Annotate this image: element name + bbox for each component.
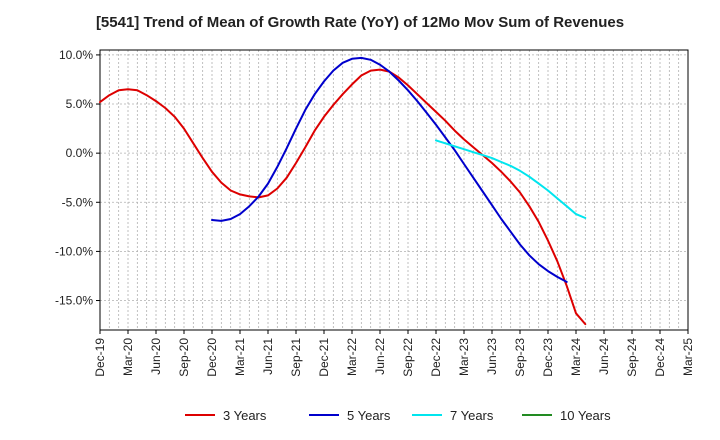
x-tick-label: Mar-25: [681, 338, 695, 376]
x-tick-label: Dec-20: [205, 338, 219, 377]
y-tick-label: 10.0%: [59, 48, 93, 62]
x-tick-label: Sep-22: [401, 338, 415, 377]
x-tick-label: Sep-24: [625, 338, 639, 377]
x-tick-label: Jun-24: [597, 338, 611, 375]
x-tick-label: Jun-22: [373, 338, 387, 375]
plot-area-frame: [99, 49, 689, 331]
x-tick-label: Dec-24: [653, 338, 667, 377]
x-tick-label: Sep-20: [177, 338, 191, 377]
y-tick-label: 0.0%: [66, 146, 94, 160]
y-tick-label: -10.0%: [55, 244, 93, 258]
x-tick-label: Mar-20: [121, 338, 135, 376]
legend-label-3-years: 3 Years: [223, 408, 267, 423]
legend-label-5-years: 5 Years: [347, 408, 391, 423]
x-tick-label: Jun-21: [261, 338, 275, 375]
x-tick-label: Mar-24: [569, 338, 583, 376]
legend-label-10-years: 10 Years: [560, 408, 611, 423]
x-tick-label: Jun-23: [485, 338, 499, 375]
x-tick-label: Dec-23: [541, 338, 555, 377]
series-line-7-years: [435, 139, 587, 219]
x-tick-label: Dec-21: [317, 338, 331, 377]
x-tick-label: Dec-22: [429, 338, 443, 377]
legend-label-7-years: 7 Years: [450, 408, 494, 423]
chart-title: [5541] Trend of Mean of Growth Rate (YoY…: [95, 14, 625, 31]
y-tick-label: -5.0%: [62, 195, 94, 209]
x-tick-label: Sep-21: [289, 338, 303, 377]
x-tick-label: Mar-22: [345, 338, 359, 376]
x-tick-label: Mar-23: [457, 338, 471, 376]
x-tick-label: Jun-20: [149, 338, 163, 375]
series-line-3-years: [99, 68, 587, 326]
x-tick-label: Sep-23: [513, 338, 527, 377]
y-tick-label: -15.0%: [55, 294, 93, 308]
series-line-5-years: [211, 56, 568, 283]
x-tick-label: Mar-21: [233, 338, 247, 376]
x-tick-label: Dec-19: [93, 338, 107, 377]
y-tick-label: 5.0%: [66, 97, 94, 111]
